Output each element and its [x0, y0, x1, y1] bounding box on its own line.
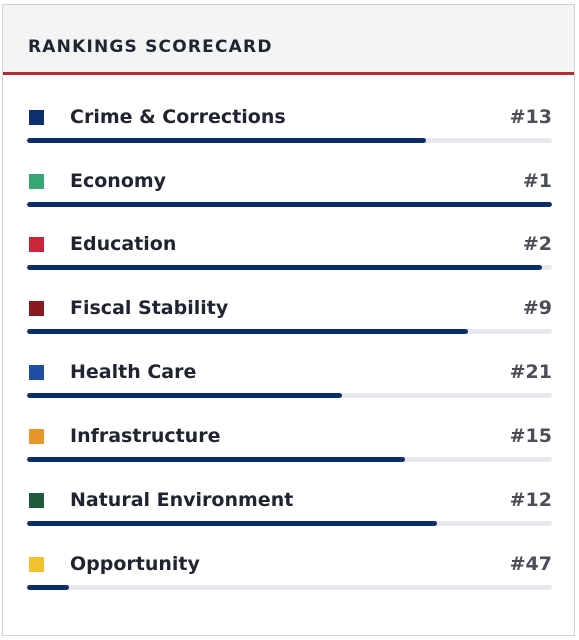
category-color-swatch	[29, 429, 44, 444]
rank-bar-fill	[27, 457, 405, 462]
category-label: Crime & Corrections	[70, 106, 286, 128]
category-label: Opportunity	[70, 553, 200, 575]
rank-value: #9	[522, 297, 552, 319]
rank-value: #15	[509, 425, 552, 447]
category-label: Fiscal Stability	[70, 297, 229, 319]
rank-bar-fill	[27, 393, 342, 398]
category-color-swatch	[29, 301, 44, 316]
rank-bar-fill	[27, 138, 426, 143]
category-label: Health Care	[70, 361, 197, 383]
ranking-row-economy[interactable]: Economy #1	[27, 139, 552, 207]
rank-value: #21	[509, 361, 552, 383]
category-color-swatch	[29, 493, 44, 508]
rank-bar-fill	[27, 202, 552, 207]
ranking-row-infrastructure[interactable]: Infrastructure #15	[27, 394, 552, 462]
card-header: RANKINGS SCORECARD	[3, 5, 574, 75]
category-label: Infrastructure	[70, 425, 221, 447]
rank-bar-fill	[27, 265, 542, 270]
ranking-row-opportunity[interactable]: Opportunity #47	[27, 522, 552, 590]
rank-bar-track	[27, 393, 552, 398]
category-label: Natural Environment	[70, 489, 294, 511]
rank-bar-track	[27, 138, 552, 143]
rank-value: #47	[509, 553, 552, 575]
category-color-swatch	[29, 174, 44, 189]
category-label: Education	[70, 233, 177, 255]
ranking-row-health-care[interactable]: Health Care #21	[27, 330, 552, 398]
rankings-scorecard-card: RANKINGS SCORECARD Crime & Corrections #…	[2, 4, 575, 636]
rank-bar-fill	[27, 521, 437, 526]
rank-value: #2	[522, 233, 552, 255]
rank-bar-track	[27, 329, 552, 334]
ranking-row-crime-corrections[interactable]: Crime & Corrections #13	[27, 75, 552, 143]
ranking-row-fiscal-stability[interactable]: Fiscal Stability #9	[27, 266, 552, 334]
rank-value: #12	[509, 489, 552, 511]
rank-bar-track	[27, 457, 552, 462]
category-label: Economy	[70, 170, 167, 192]
rank-value: #1	[522, 170, 552, 192]
rank-bar-track	[27, 521, 552, 526]
rank-value: #13	[509, 106, 552, 128]
card-title: RANKINGS SCORECARD	[28, 37, 273, 57]
rank-bar-fill	[27, 329, 468, 334]
category-color-swatch	[29, 557, 44, 572]
rank-bar-track	[27, 585, 552, 590]
rank-bar-track	[27, 202, 552, 207]
category-color-swatch	[29, 237, 44, 252]
rank-bar-track	[27, 265, 552, 270]
category-color-swatch	[29, 110, 44, 125]
ranking-row-natural-environment[interactable]: Natural Environment #12	[27, 458, 552, 526]
ranking-row-education[interactable]: Education #2	[27, 202, 552, 270]
category-color-swatch	[29, 365, 44, 380]
rank-bar-fill	[27, 585, 69, 590]
